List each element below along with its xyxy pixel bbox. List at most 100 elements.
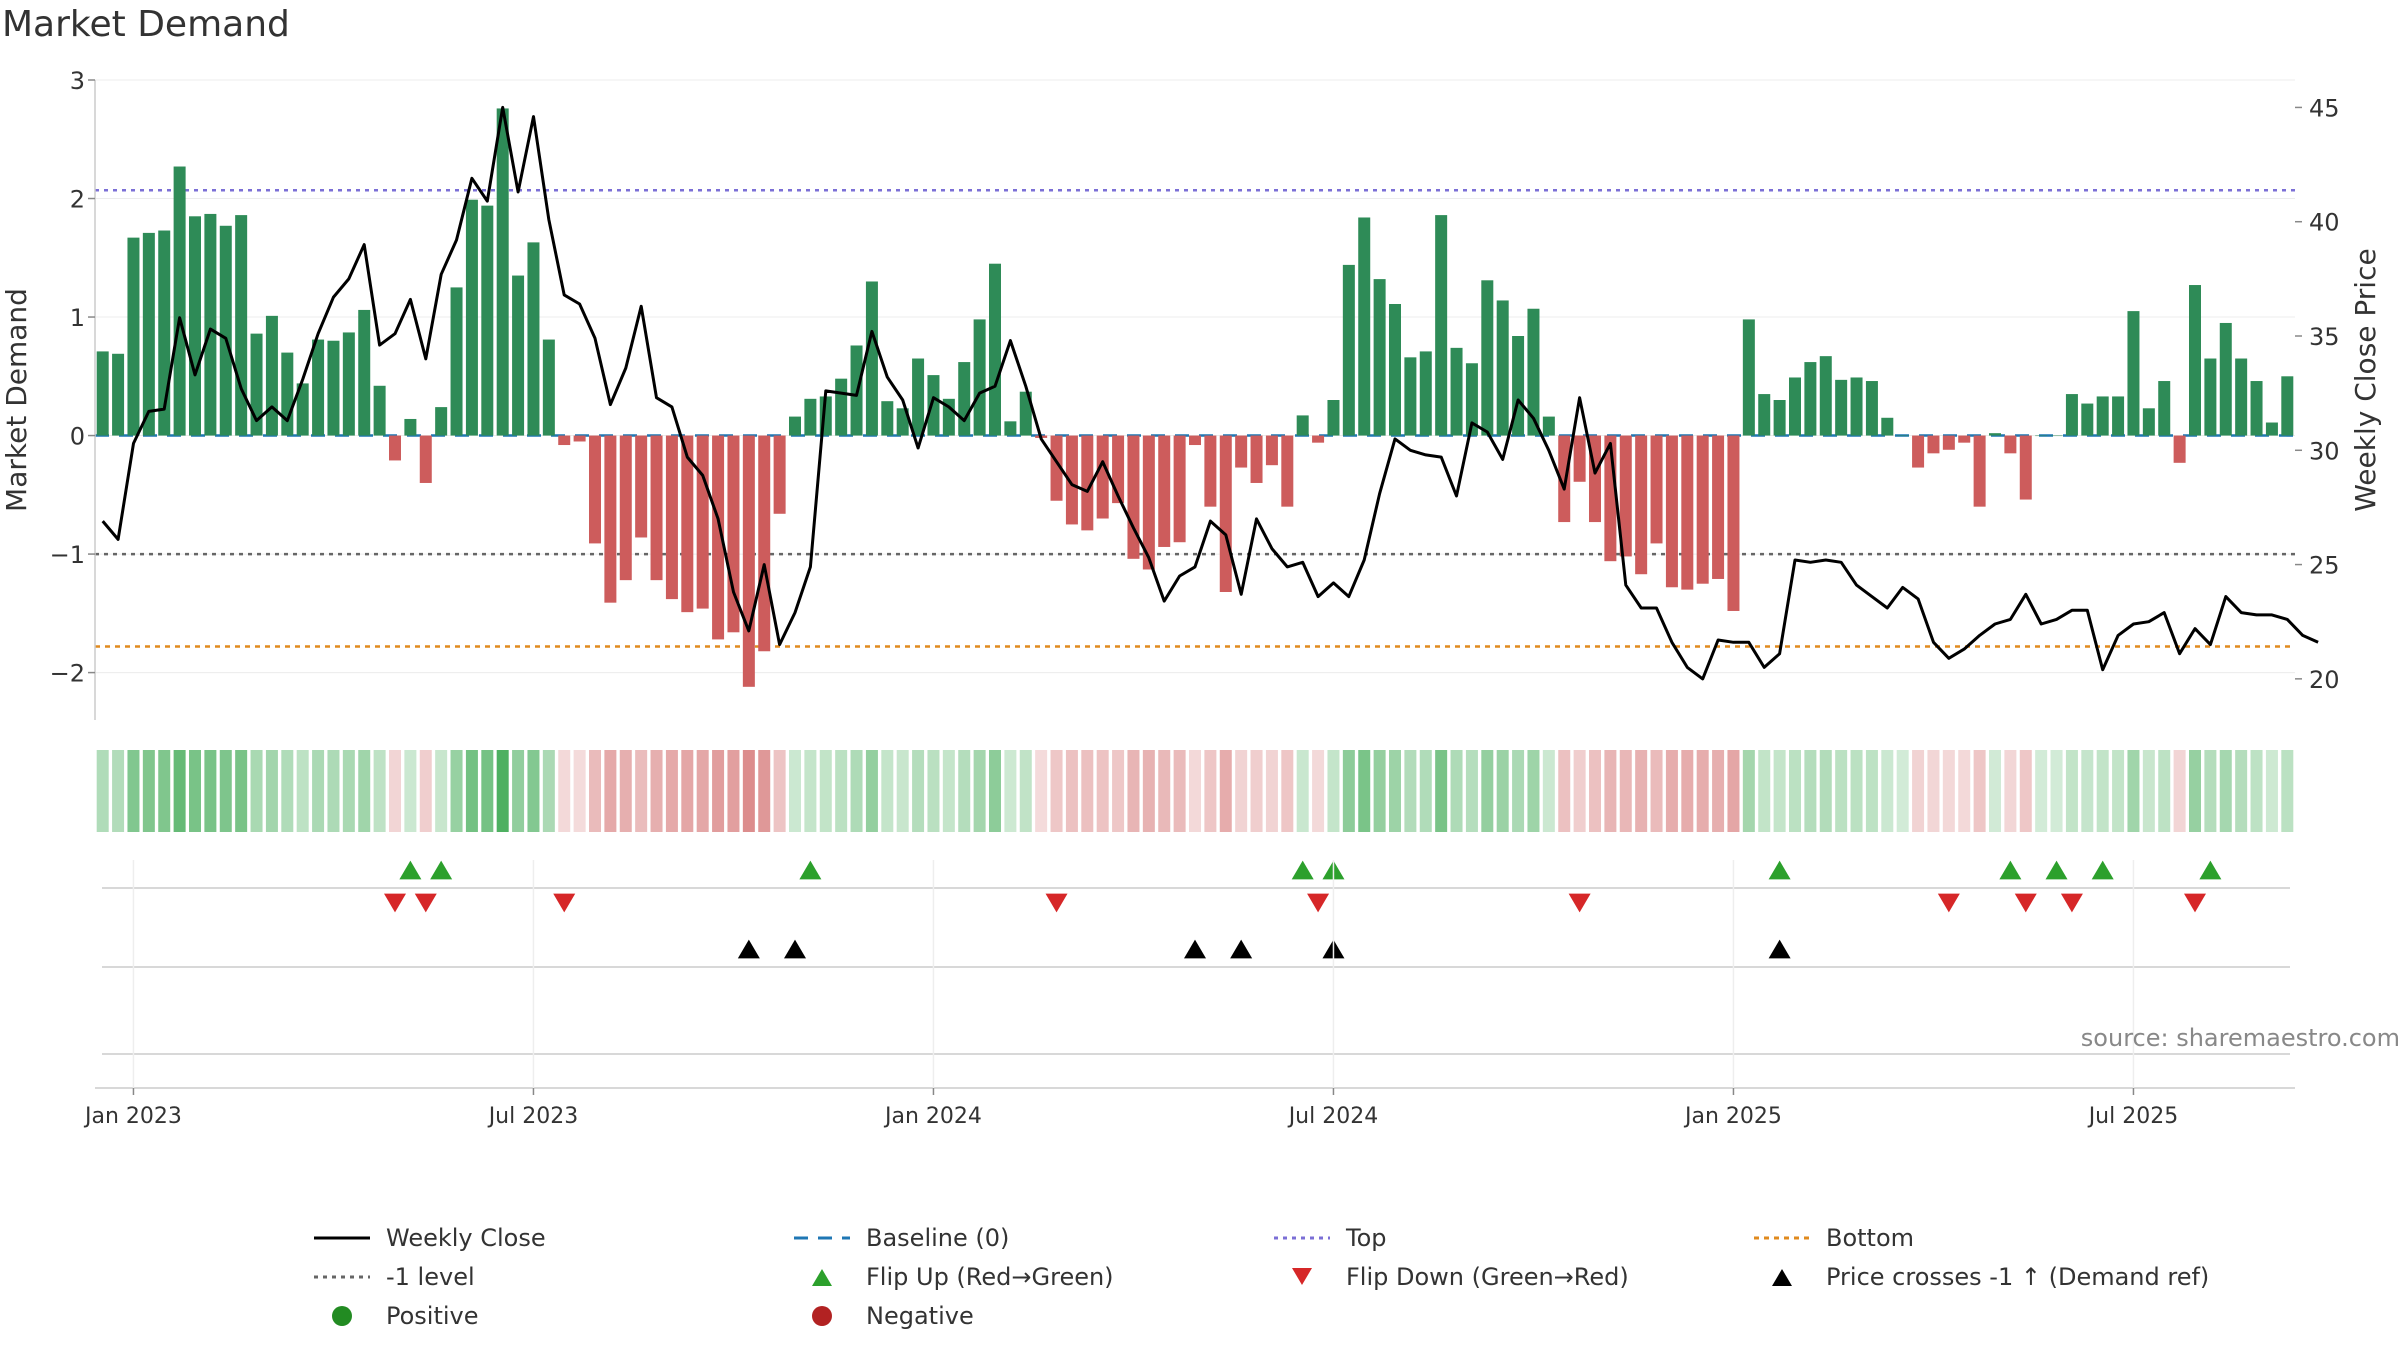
strip-cell bbox=[604, 750, 617, 832]
positive-bar bbox=[1865, 381, 1878, 436]
strip-cell bbox=[1665, 750, 1678, 832]
legend-item-negative: Negative bbox=[790, 1302, 974, 1330]
positive-bar bbox=[1342, 264, 1355, 436]
positive-bar bbox=[1850, 377, 1863, 436]
positive-bar bbox=[1019, 391, 1032, 436]
strip-cell bbox=[342, 750, 355, 832]
legend-item-positive: Positive bbox=[310, 1302, 479, 1330]
flip-down-marker bbox=[1307, 893, 1330, 913]
positive-bar bbox=[1389, 304, 1401, 436]
positive-bar bbox=[142, 232, 155, 436]
strip-cell bbox=[696, 750, 709, 832]
strip-cell bbox=[481, 750, 494, 832]
strip-cell bbox=[358, 750, 371, 832]
flip-up-marker bbox=[1291, 860, 1314, 880]
strip-cell bbox=[1558, 750, 1571, 832]
negative-bar bbox=[773, 435, 786, 514]
positive-bar bbox=[1465, 363, 1478, 436]
positive-bar bbox=[327, 340, 340, 436]
positive-bar bbox=[2096, 396, 2109, 436]
positive-bar bbox=[250, 333, 263, 436]
positive-bar bbox=[481, 205, 494, 436]
negative-bar bbox=[1927, 435, 1940, 454]
negative-bar bbox=[619, 435, 632, 581]
positive-bar bbox=[2050, 435, 2063, 437]
strip-cell bbox=[1173, 750, 1186, 832]
positive-bar bbox=[1896, 435, 1909, 437]
strip-cell bbox=[835, 750, 848, 832]
close-line-layer bbox=[101, 105, 2319, 681]
legend-item-top: Top bbox=[1270, 1224, 1387, 1252]
axes-layer: 3 2 1 0 −1 −2 45 40 35 30 25 20 Market Demand Weekly … bbox=[0, 67, 2382, 720]
price-cross-marker bbox=[1184, 939, 1206, 959]
negative-bar bbox=[1558, 435, 1571, 523]
y2-tick-label: 25 bbox=[2309, 552, 2340, 580]
negative-bar bbox=[1219, 435, 1232, 592]
legend-symbol-negative bbox=[812, 1306, 832, 1326]
positive-bar bbox=[1789, 377, 1801, 436]
strip-cell bbox=[542, 750, 555, 832]
positive-bar bbox=[2250, 381, 2263, 436]
strip-cell bbox=[204, 750, 217, 832]
strip-cell bbox=[2004, 750, 2017, 832]
strip-cell bbox=[1865, 750, 1878, 832]
weekly-close-line bbox=[101, 105, 2319, 681]
strip-cell bbox=[527, 750, 540, 832]
flip-up-marker bbox=[399, 860, 422, 880]
strip-cell bbox=[1127, 750, 1140, 832]
strip-cell bbox=[327, 750, 340, 832]
strip-cell bbox=[2019, 750, 2032, 832]
positive-bar bbox=[1835, 379, 1848, 436]
positive-bar bbox=[896, 408, 909, 436]
legend-label: Positive bbox=[386, 1302, 479, 1330]
strip-cell bbox=[896, 750, 909, 832]
negative-bar bbox=[1142, 435, 1155, 570]
strip-cell bbox=[1989, 750, 2001, 832]
strip-cell bbox=[865, 750, 878, 832]
negative-bar bbox=[1712, 435, 1725, 579]
strip-cell bbox=[127, 750, 140, 832]
flip-down-marker bbox=[1045, 893, 1068, 913]
positive-bar bbox=[1773, 400, 1786, 436]
negative-bar bbox=[712, 435, 725, 640]
strip-cell bbox=[173, 750, 186, 832]
positive-bar bbox=[465, 199, 478, 436]
positive-bar bbox=[835, 378, 848, 436]
strip-cell bbox=[1727, 750, 1740, 832]
positive-bar bbox=[512, 275, 525, 436]
strip-cell bbox=[2065, 750, 2078, 832]
strip-cell bbox=[712, 750, 725, 832]
positive-bar bbox=[189, 216, 201, 436]
negative-bar bbox=[1173, 435, 1186, 543]
flip-down-marker bbox=[1937, 893, 1960, 913]
flip-down-marker bbox=[2060, 893, 2083, 913]
negative-bar bbox=[742, 435, 755, 687]
strip-cell bbox=[989, 750, 1001, 832]
strip-cell bbox=[1081, 750, 1094, 832]
positive-bar bbox=[958, 362, 971, 436]
flip-up-marker bbox=[2091, 860, 2114, 880]
strip-cell bbox=[927, 750, 940, 832]
demand-bars bbox=[96, 108, 2294, 687]
positive-bar bbox=[2158, 381, 2171, 436]
strip-cell bbox=[1204, 750, 1217, 832]
strip-cell bbox=[465, 750, 478, 832]
price-cross-marker bbox=[784, 939, 806, 959]
y-tick-label: −1 bbox=[50, 541, 85, 569]
flip-up-marker bbox=[799, 860, 822, 880]
positive-bar bbox=[2204, 358, 2217, 436]
strip-cell bbox=[2250, 750, 2263, 832]
strip-cell bbox=[1789, 750, 1801, 832]
strip-cell bbox=[265, 750, 278, 832]
negative-bar bbox=[1681, 435, 1694, 590]
strip-cell bbox=[296, 750, 309, 832]
strip-cell bbox=[1758, 750, 1771, 832]
strip-cell bbox=[2081, 750, 2094, 832]
positive-bar bbox=[373, 385, 386, 436]
positive-bar bbox=[542, 339, 555, 436]
strip-cell bbox=[1804, 750, 1817, 832]
reference-lines bbox=[95, 188, 2295, 648]
strip-cell bbox=[496, 750, 509, 832]
legend-label: Top bbox=[1346, 1224, 1387, 1252]
strip-cell bbox=[1404, 750, 1417, 832]
